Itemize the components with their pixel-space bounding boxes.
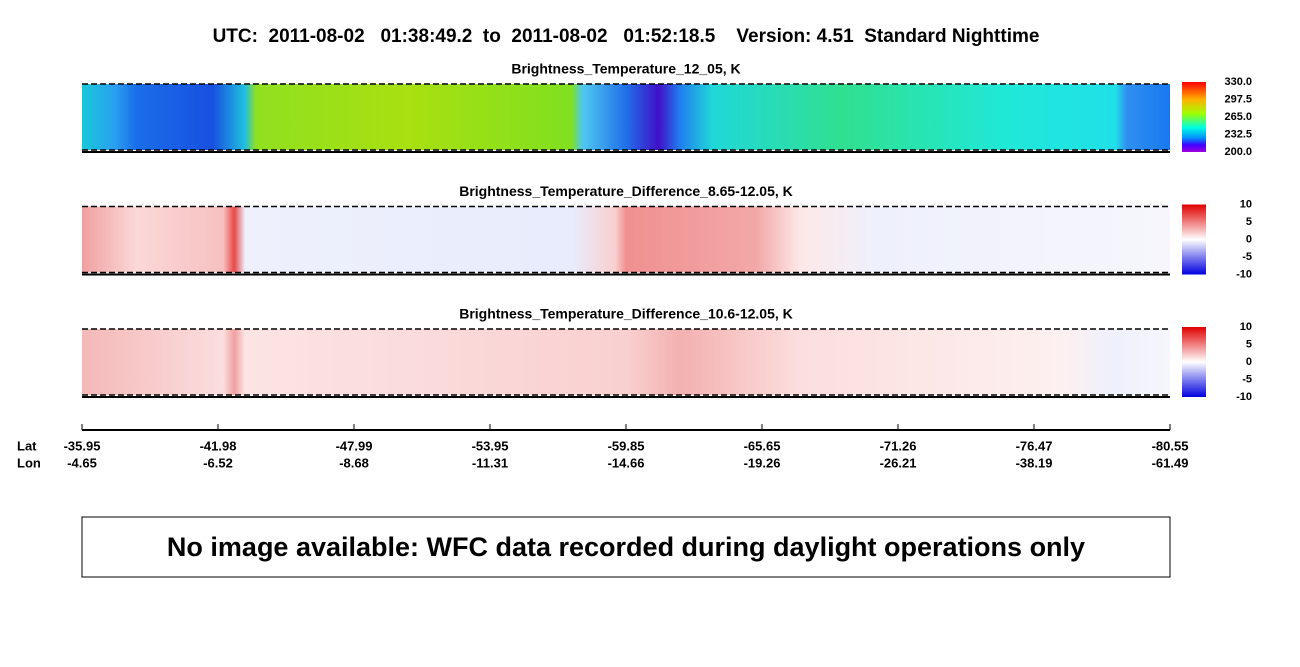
colorbar-tick-label: 297.5 <box>1224 93 1252 105</box>
lat-tick-label: -47.99 <box>336 438 373 453</box>
lon-tick-label: -11.31 <box>472 455 508 470</box>
lon-tick-label: -6.52 <box>203 455 233 470</box>
colorbar-tick-label: 10 <box>1240 198 1252 210</box>
lon-tick-label: -8.68 <box>339 455 369 470</box>
lat-label: Lat <box>17 438 37 453</box>
colorbar-tick-label: 265.0 <box>1224 111 1252 123</box>
colorbar-tick-label: 10 <box>1240 321 1252 333</box>
lat-tick-label: -41.98 <box>200 438 237 453</box>
lat-tick-label: -80.55 <box>1152 438 1189 453</box>
colorbar <box>1182 82 1206 152</box>
lon-tick-label: -14.66 <box>608 455 645 470</box>
lon-tick-label: -38.19 <box>1016 455 1053 470</box>
lon-tick-label: -61.49 <box>1152 455 1189 470</box>
colorbar-tick-label: 0 <box>1246 356 1252 368</box>
panel-title: Brightness_Temperature_Difference_10.6-1… <box>459 306 793 322</box>
lat-tick-label: -53.95 <box>472 438 509 453</box>
lat-tick-label: -59.85 <box>608 438 645 453</box>
colorbar-tick-label: 0 <box>1246 233 1252 245</box>
panel-title: Brightness_Temperature_12_05, K <box>511 61 740 77</box>
axis: Lat Lon -35.95 -4.65 -41.98 -6.52 -47.99 -8.68 -… <box>17 424 1188 470</box>
panel-image <box>82 206 1170 273</box>
colorbar-tick-label: 5 <box>1246 216 1252 228</box>
page-title: UTC: 2011-08-02 01:38:49.2 to 2011-08-02… <box>213 26 1040 47</box>
lat-tick-label: -35.95 <box>64 438 101 453</box>
lat-tick-label: -71.26 <box>880 438 917 453</box>
colorbar <box>1182 327 1206 397</box>
colorbar-tick-label: 232.5 <box>1224 128 1252 140</box>
colorbar-tick-label: -10 <box>1236 391 1252 403</box>
colorbar-tick-label: -5 <box>1242 251 1252 263</box>
colorbar <box>1182 204 1206 275</box>
colorbar-tick-label: 200.0 <box>1224 146 1252 158</box>
notice-text: No image available: WFC data recorded du… <box>167 532 1085 562</box>
lon-tick-label: -4.65 <box>67 455 97 470</box>
lon-tick-label: -26.21 <box>880 455 917 470</box>
panels: Brightness_Temperature_12_05, K 330.0 297.… <box>82 61 1252 403</box>
colorbar-tick-label: 5 <box>1246 338 1252 350</box>
colorbar-tick-label: -5 <box>1242 373 1252 385</box>
notice-box <box>81 516 1171 578</box>
lon-label: Lon <box>17 455 41 470</box>
panel-title: Brightness_Temperature_Difference_8.65-1… <box>459 183 793 199</box>
colorbar-tick-label: 330.0 <box>1224 76 1252 88</box>
colorbar-tick-label: -10 <box>1236 268 1252 280</box>
lat-tick-label: -76.47 <box>1016 438 1053 453</box>
lon-tick-label: -19.26 <box>744 455 781 470</box>
panel-image <box>82 84 1170 150</box>
lat-tick-label: -65.65 <box>744 438 781 453</box>
panel-image <box>82 329 1170 395</box>
